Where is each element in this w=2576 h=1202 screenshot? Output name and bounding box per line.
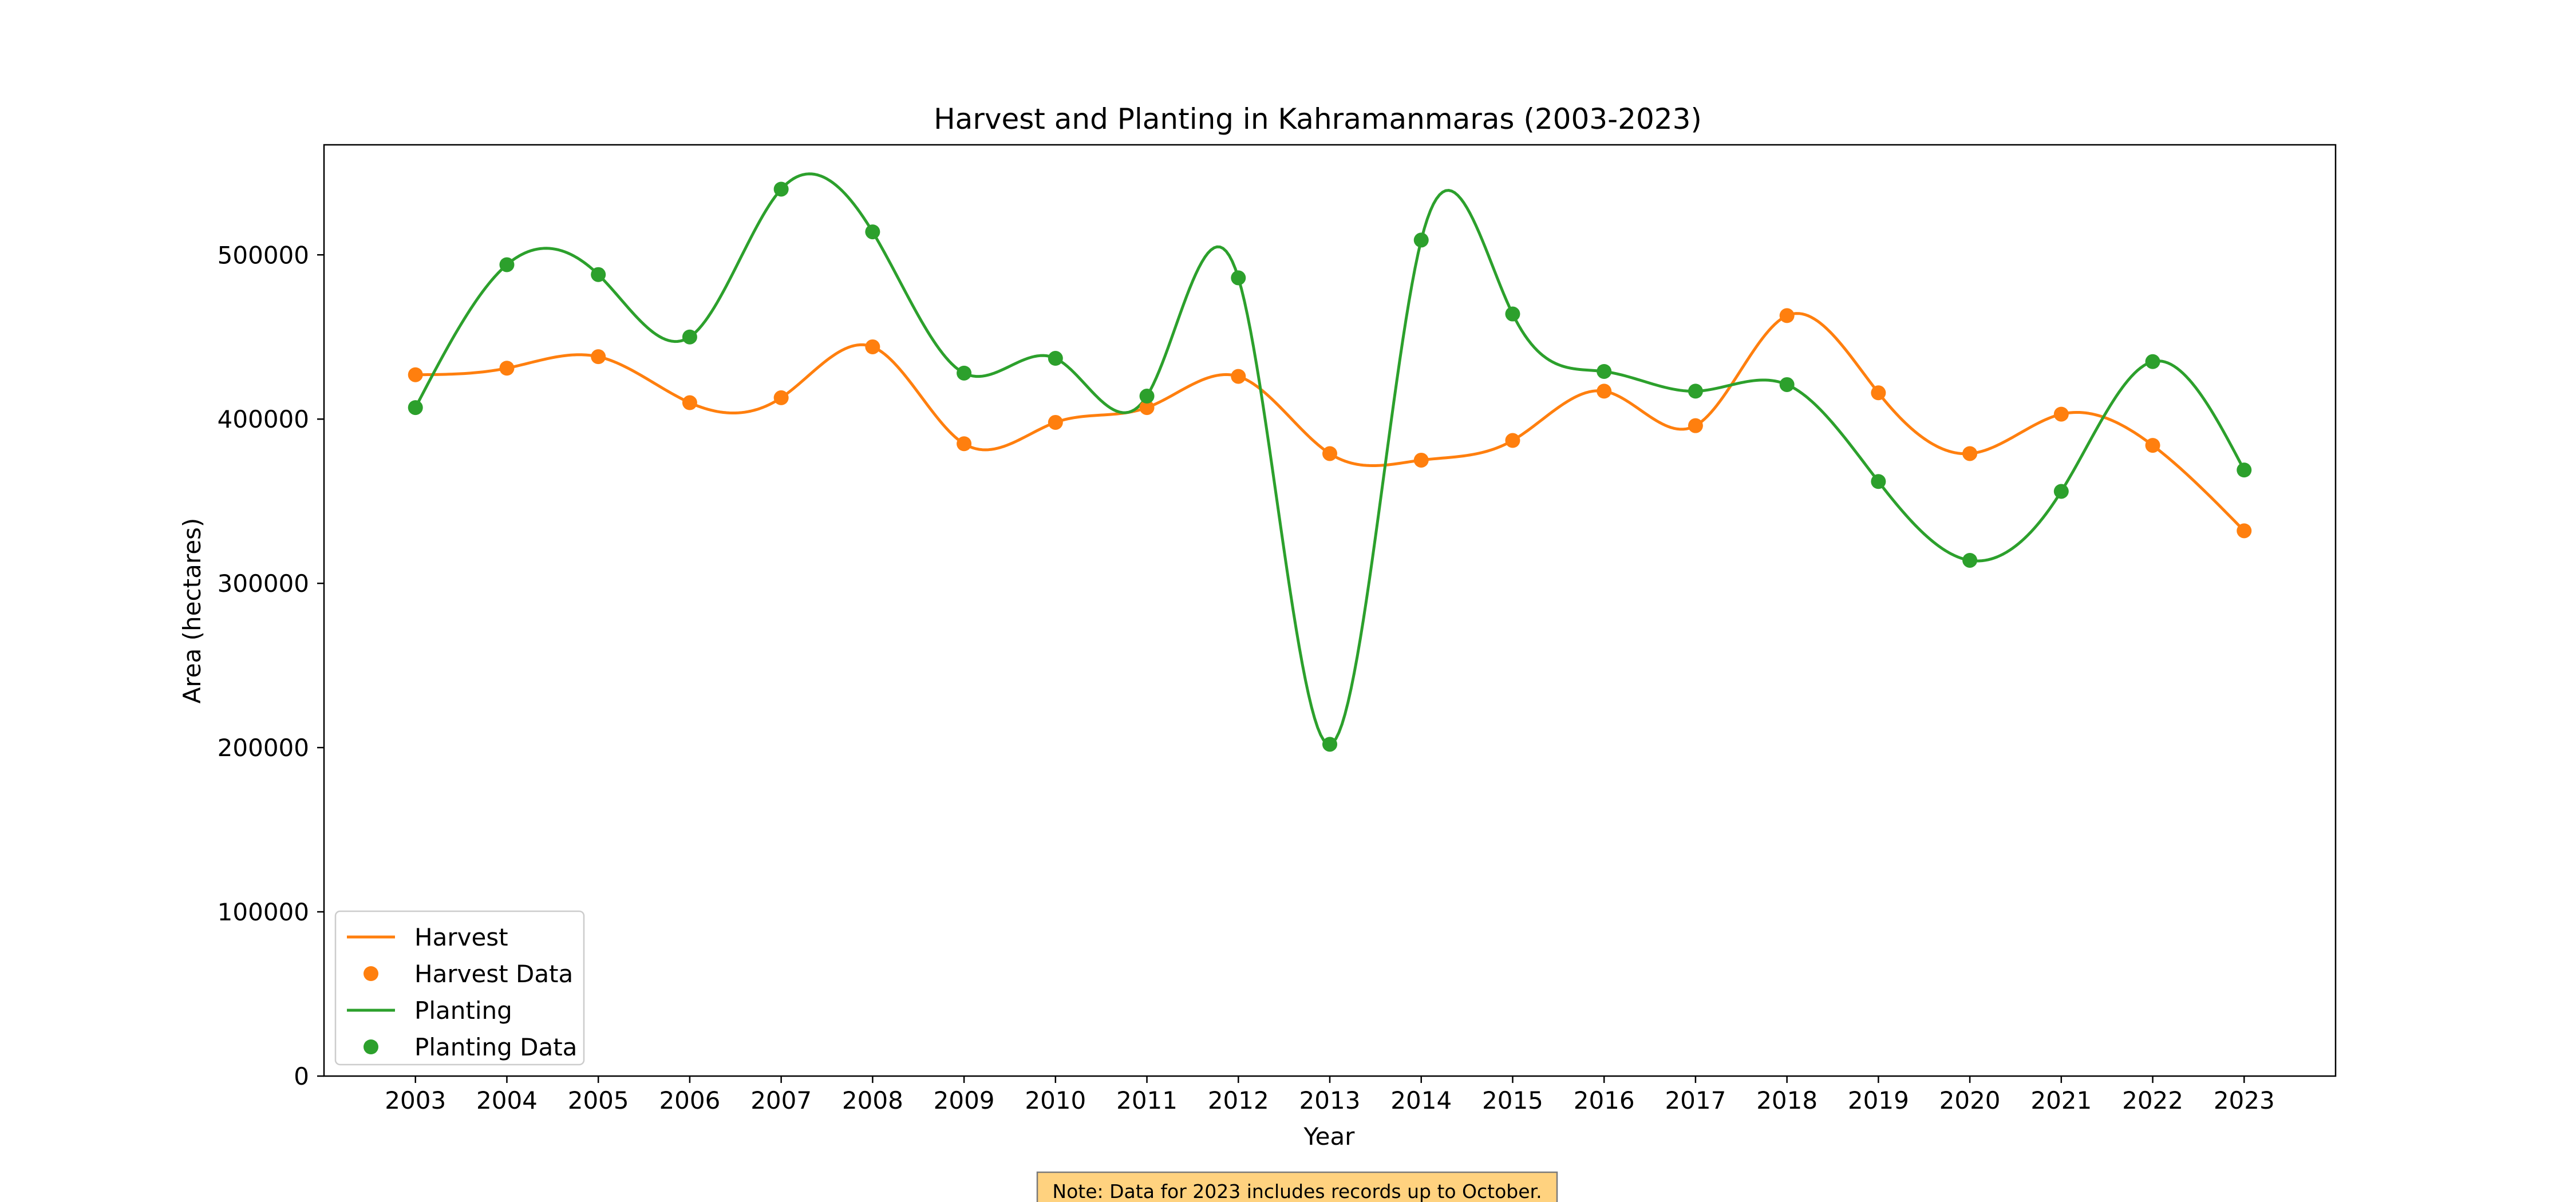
point-harvest [957,436,972,452]
x-tick-label: 2011 [1116,1086,1178,1114]
x-axis-label: Year [1303,1122,1356,1150]
annotation-text: Note: Data for 2023 includes records up … [1052,1180,1542,1202]
point-harvest [1413,452,1429,468]
point-harvest [408,367,423,382]
x-tick-label: 2015 [1482,1086,1543,1114]
x-tick-label: 2016 [1574,1086,1635,1114]
x-tick-label: 2007 [750,1086,812,1114]
legend-label: Harvest [414,923,508,951]
point-harvest [1139,400,1155,416]
x-tick-label: 2021 [2030,1086,2092,1114]
point-planting [1048,351,1063,366]
point-harvest [682,395,697,410]
x-tick-label: 2018 [1756,1086,1818,1114]
point-harvest [773,390,789,405]
plot-area [408,172,2252,752]
point-harvest [1871,385,1886,401]
x-tick-label: 2010 [1025,1086,1086,1114]
point-planting [1779,377,1795,392]
y-tick-label: 300000 [218,570,309,598]
chart-title: Harvest and Planting in Kahramanmaras (2… [934,102,1702,136]
x-tick-label: 2005 [568,1086,629,1114]
point-planting [1139,389,1155,404]
x-tick-label: 2020 [1939,1086,2001,1114]
point-harvest [2237,523,2252,539]
point-planting [2053,484,2069,499]
point-harvest [1688,418,1703,433]
point-harvest [1231,369,1246,384]
point-planting [2237,462,2252,478]
point-harvest [1048,414,1063,430]
legend-frame [334,910,585,1066]
x-tick-label: 2009 [934,1086,995,1114]
y-axis-label: Area (hectares) [178,518,206,704]
point-harvest [2145,438,2160,453]
point-planting [1231,270,1246,286]
x-tick-label: 2006 [659,1086,720,1114]
point-harvest [591,349,606,365]
point-planting [957,365,972,381]
x-tick-label: 2023 [2214,1086,2275,1114]
legend-marker-swatch [364,966,378,981]
point-harvest [1505,433,1520,448]
point-planting [591,267,606,282]
x-tick-label: 2017 [1665,1086,1726,1114]
point-harvest [499,361,515,376]
point-planting [408,400,423,416]
y-tick-label: 400000 [218,405,309,433]
x-tick-label: 2014 [1390,1086,1452,1114]
point-planting [865,224,880,240]
x-tick-label: 2003 [385,1086,446,1114]
y-tick-label: 200000 [218,734,309,762]
point-planting [682,329,697,345]
point-planting [1962,552,1978,568]
point-harvest [1779,308,1795,323]
point-harvest [1962,446,1978,461]
point-planting [2145,354,2160,369]
annotation-box: Note: Data for 2023 includes records up … [1036,1171,1558,1202]
legend-label: Planting Data [414,1033,577,1061]
x-tick-label: 2012 [1208,1086,1269,1114]
legend-label: Harvest Data [414,960,573,988]
plot-frame [323,144,2337,1077]
point-planting [773,181,789,197]
point-planting [1871,474,1886,489]
x-tick-label: 2019 [1848,1086,1909,1114]
point-harvest [2053,406,2069,422]
point-planting [1322,737,1337,752]
point-planting [499,257,515,272]
point-planting [1688,383,1703,399]
point-harvest [1597,383,1612,399]
y-tick-label: 100000 [218,898,309,926]
y-tick-label: 0 [294,1062,309,1090]
legend: Harvest Harvest Data Planting Planting Data [334,910,585,1066]
x-tick-label: 2004 [476,1086,538,1114]
line-harvest [415,312,2246,532]
legend-label: Planting [414,997,512,1025]
x-tick-label: 2013 [1299,1086,1361,1114]
point-planting [1597,363,1612,379]
point-harvest [1322,446,1337,461]
axes: 2003 2004 2005 2006 2007 2008 2009 2010 2011 2012… [218,241,2275,1114]
y-tick-label: 500000 [218,241,309,269]
legend-marker-swatch [364,1039,378,1054]
annotation-frame [1036,1171,1558,1202]
x-tick-label: 2008 [842,1086,903,1114]
point-planting [1413,232,1429,248]
point-planting [1505,306,1520,322]
point-harvest [865,339,880,354]
x-tick-label: 2022 [2122,1086,2183,1114]
